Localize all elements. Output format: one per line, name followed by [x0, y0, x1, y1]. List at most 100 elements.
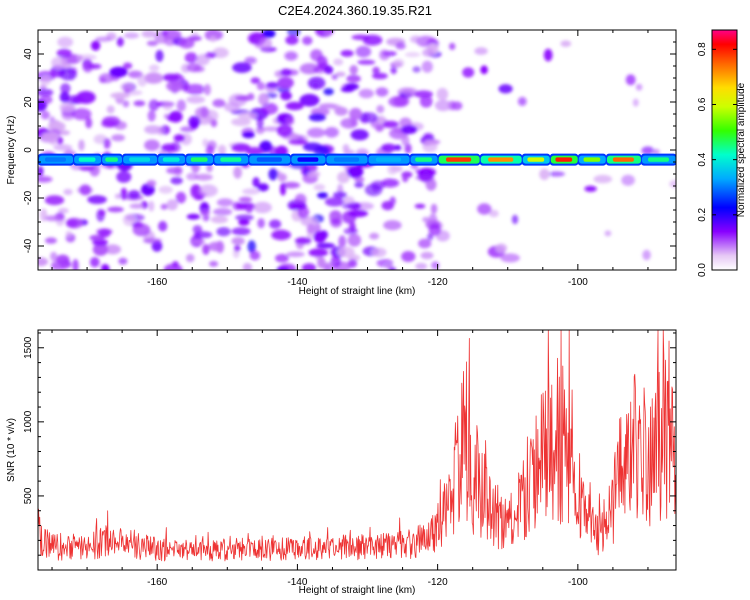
heatmap-blob — [206, 163, 213, 173]
heatmap-blob — [477, 203, 492, 215]
band-segment-core — [78, 157, 96, 162]
heatmap-blob — [324, 30, 333, 36]
heatmap-blob — [79, 184, 92, 196]
heatmap-blob — [146, 179, 157, 187]
heatmap-blob — [44, 215, 60, 222]
heatmap-blob — [369, 232, 380, 240]
snr-panel: -160 -140 -120 -100 500 1000 1500 Height of s… — [6, 329, 677, 596]
heatmap-blob — [95, 36, 112, 42]
heatmap-blob — [144, 139, 160, 151]
heatmap-blob — [132, 223, 151, 237]
heatmap-blob — [402, 174, 409, 183]
heatmap-blob — [371, 247, 387, 258]
heatmap-blob — [232, 62, 252, 73]
heatmap-blob — [186, 95, 206, 104]
heatmap-blob — [415, 262, 428, 270]
heatmap-blob — [307, 76, 326, 90]
heatmap-blob — [347, 165, 364, 179]
heatmap-blob — [148, 99, 160, 111]
x-tick-label: -140 — [287, 277, 307, 288]
spectrogram-background — [38, 30, 676, 270]
band-segment-core — [162, 157, 180, 162]
heatmap-blob — [604, 230, 612, 237]
heatmap-blob — [280, 91, 292, 101]
heatmap-blob — [268, 168, 278, 181]
heatmap-blob — [233, 166, 243, 179]
heatmap-blob — [387, 163, 398, 175]
heatmap-blob — [543, 48, 553, 62]
heatmap-blob — [401, 125, 418, 134]
band-segment-core — [446, 157, 472, 162]
heatmap-blob — [375, 124, 384, 132]
band-segment-core — [256, 157, 282, 162]
heatmap-blob — [109, 66, 128, 78]
heatmap-blob — [340, 86, 355, 93]
heatmap-blob — [584, 185, 597, 192]
x-tick-label: -120 — [428, 577, 448, 588]
heatmap-blob — [422, 216, 430, 223]
heatmap-blob — [436, 87, 449, 101]
heatmap-blob — [284, 51, 298, 61]
heatmap-blob — [511, 214, 519, 225]
heatmap-blob — [178, 37, 195, 49]
heatmap-blob — [156, 126, 165, 136]
heatmap-blob — [162, 73, 180, 82]
spectrogram-y-ticks: -40 -20 0 20 40 — [23, 29, 676, 271]
heatmap-blob — [242, 131, 255, 139]
colorbar-gradient — [711, 29, 738, 271]
y-tick-label: -40 — [23, 238, 34, 253]
heatmap-blob — [316, 242, 335, 249]
heatmap-blob — [500, 253, 520, 263]
heatmap-blob — [266, 82, 279, 89]
heatmap-blob — [419, 95, 433, 108]
band-segment-core — [612, 157, 634, 162]
heatmap-blob — [76, 91, 96, 104]
heatmap-blob — [59, 68, 77, 81]
heatmap-blob — [282, 181, 301, 189]
heatmap-blob — [289, 203, 307, 209]
heatmap-blob — [65, 230, 72, 238]
heatmap-blob — [249, 250, 261, 261]
heatmap-blob — [301, 263, 317, 270]
heatmap-blob — [76, 54, 83, 62]
heatmap-blob — [247, 240, 256, 253]
heatmap-blob — [428, 223, 442, 236]
heatmap-blob — [372, 72, 388, 80]
heatmap-blob — [337, 171, 350, 184]
heatmap-blob — [185, 83, 206, 95]
heatmap-blob — [122, 62, 133, 70]
band-segment-core — [527, 157, 545, 162]
heatmap-blob — [203, 83, 211, 96]
heatmap-blob — [216, 240, 225, 254]
heatmap-blob — [123, 32, 140, 39]
heatmap-blob — [517, 96, 527, 106]
heatmap-blob — [38, 88, 54, 97]
heatmap-blob — [404, 52, 421, 58]
band-segment-core — [190, 157, 208, 162]
heatmap-blob — [669, 179, 676, 189]
heatmap-blob — [106, 105, 115, 114]
heatmap-blob — [414, 203, 426, 209]
heatmap-blob — [173, 134, 185, 142]
heatmap-blob — [285, 101, 304, 111]
heatmap-blob — [306, 223, 316, 234]
heatmap-blob — [182, 83, 189, 93]
heatmap-blob — [238, 196, 253, 203]
snr-x-ticks: -160 -140 -120 -100 — [51, 330, 649, 588]
heatmap-blob — [234, 244, 241, 252]
heatmap-blob — [539, 168, 550, 180]
heatmap-blob — [205, 145, 215, 156]
heatmap-blob — [209, 260, 219, 267]
band-segment-core — [415, 157, 432, 162]
heatmap-blob — [376, 105, 385, 114]
heatmap-blob — [431, 261, 440, 270]
heatmap-blob — [133, 100, 146, 107]
snr-y-axis-label: SNR (10 * v/v) — [6, 418, 17, 482]
heatmap-blob — [104, 244, 122, 255]
heatmap-blob — [85, 117, 93, 129]
y-tick-label: 500 — [23, 487, 34, 504]
heatmap-blob — [652, 148, 660, 156]
x-tick-label: -140 — [287, 577, 307, 588]
heatmap-blob — [120, 82, 135, 92]
heatmap-blob — [401, 135, 410, 147]
